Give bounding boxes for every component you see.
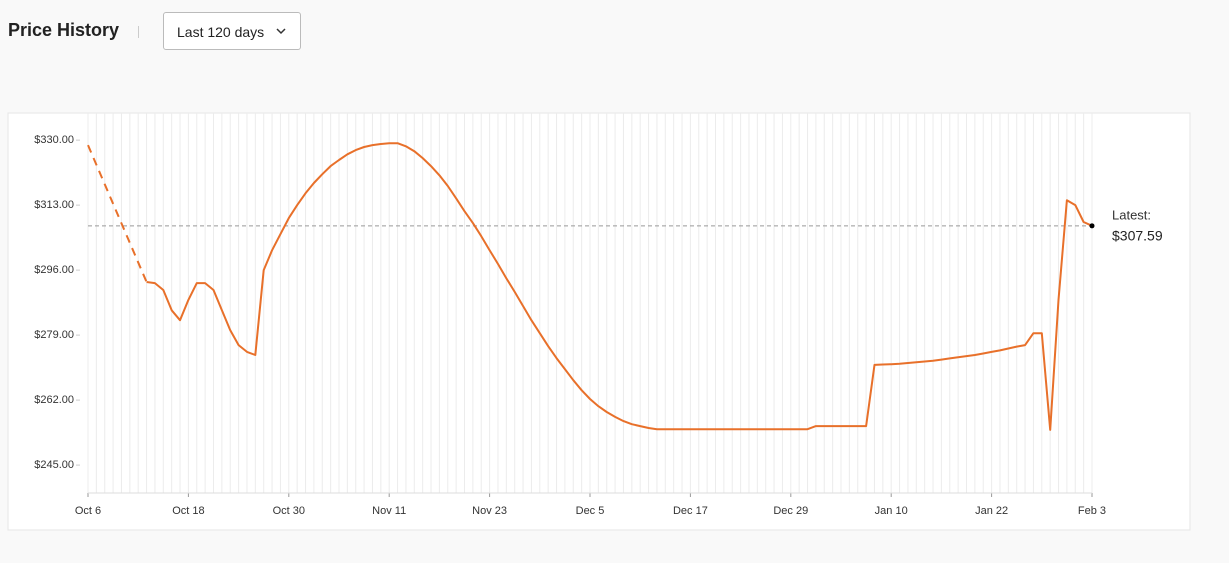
y-tick-label: $262.00: [34, 394, 74, 406]
y-tick-label: $296.00: [34, 264, 74, 276]
separator: [138, 26, 139, 38]
x-tick-label: Dec 17: [673, 505, 708, 517]
latest-dot: [1089, 223, 1095, 229]
range-label: Last 120 days: [177, 24, 265, 40]
latest-value: $307.59: [1112, 228, 1163, 244]
y-tick-label: $245.00: [34, 459, 74, 471]
x-tick-label: Oct 18: [172, 505, 204, 517]
gap-connector: [87, 144, 148, 283]
x-tick-label: Dec 29: [773, 505, 808, 517]
x-tick-label: Jan 10: [875, 505, 908, 517]
y-tick-label: $313.00: [34, 199, 74, 211]
price-line: [146, 142, 1093, 431]
chevron: [276, 28, 286, 35]
x-tick-label: Oct 6: [75, 505, 101, 517]
range-dropdown[interactable]: Last 120 days: [163, 12, 301, 50]
chart-card: [7, 112, 1191, 531]
x-tick-label: Nov 11: [372, 505, 406, 517]
page-title: Price History: [8, 20, 120, 40]
x-tick-label: Feb 3: [1078, 505, 1106, 517]
x-tick-label: Jan 22: [975, 505, 1008, 517]
y-tick-label: $330.00: [34, 134, 74, 146]
x-tick-label: Dec 5: [576, 505, 605, 517]
y-tick-label: $279.00: [34, 329, 74, 341]
x-tick-label: Nov 23: [472, 505, 507, 517]
x-tick-label: Oct 30: [273, 505, 305, 517]
latest-label: Latest:: [1112, 207, 1151, 222]
